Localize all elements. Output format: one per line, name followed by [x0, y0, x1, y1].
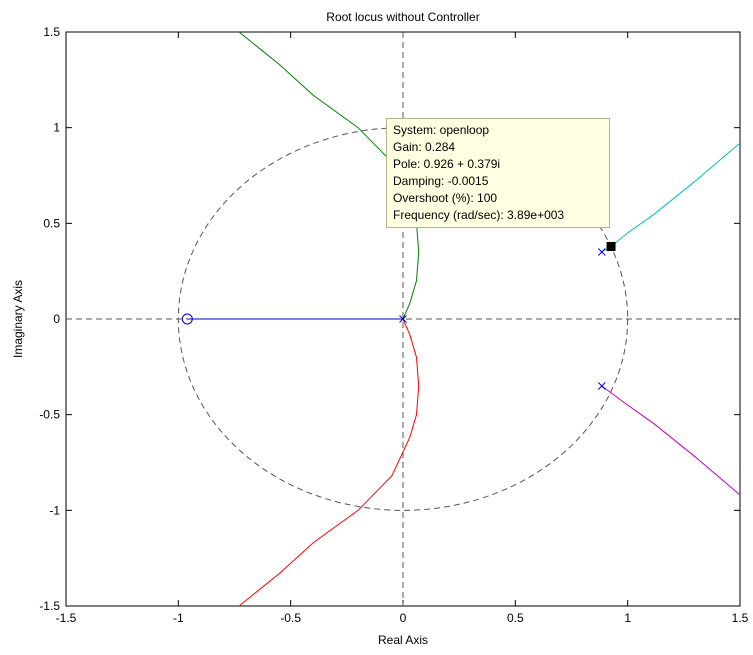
locus-branch-4	[601, 385, 741, 496]
x-tick-label: 0.5	[507, 611, 524, 625]
datatip-gain: Gain: 0.284	[393, 140, 456, 154]
y-tick-label: 1	[53, 121, 60, 135]
y-tick-label: -0.5	[39, 408, 60, 422]
x-tick-label: 1.5	[732, 611, 749, 625]
axis-ticks: -1.5 -1 -0.5 0 0.5 1 1.5 -1.5 -1 -0.5 0 0.5 1 1.5	[39, 25, 748, 625]
y-tick-label: 0.5	[43, 216, 60, 230]
datatip-overshoot: Overshoot (%): 100	[393, 191, 498, 205]
y-tick-label: 1.5	[43, 25, 60, 39]
pole-stroke	[399, 315, 407, 323]
pole-marker	[597, 248, 606, 256]
pole-stroke	[597, 382, 606, 390]
x-tick-label: 1	[624, 611, 631, 625]
pole-zero-markers	[181, 241, 616, 390]
locus-branch-2	[238, 318, 420, 607]
x-tick-label: -1	[173, 611, 184, 625]
y-tick-label: 0	[53, 312, 60, 326]
zero-marker	[181, 313, 193, 325]
y-tick-label: -1.5	[39, 599, 60, 613]
x-axis-label: Real Axis	[378, 633, 428, 647]
pole-stroke	[597, 248, 606, 256]
y-tick-label: -1	[49, 503, 60, 517]
pole-marker	[597, 382, 606, 390]
y-axis-label: Imaginary Axis	[11, 280, 25, 358]
x-tick-label: -1.5	[56, 611, 77, 625]
pole-marker	[399, 315, 407, 323]
datatip-system: System: openloop	[393, 123, 490, 137]
x-tick-label: 0	[400, 611, 407, 625]
chart-title: Root locus without Controller	[326, 10, 479, 24]
selected-point-marker	[606, 241, 616, 251]
datatip-box: System: openloop Gain: 0.284 Pole: 0.926…	[386, 118, 610, 228]
datatip-pole: Pole: 0.926 + 0.379i	[393, 157, 501, 171]
datatip-damping: Damping: -0.0015	[393, 174, 489, 188]
datatip-frequency: Frequency (rad/sec): 3.89e+003	[393, 208, 565, 222]
x-tick-label: -0.5	[280, 611, 301, 625]
